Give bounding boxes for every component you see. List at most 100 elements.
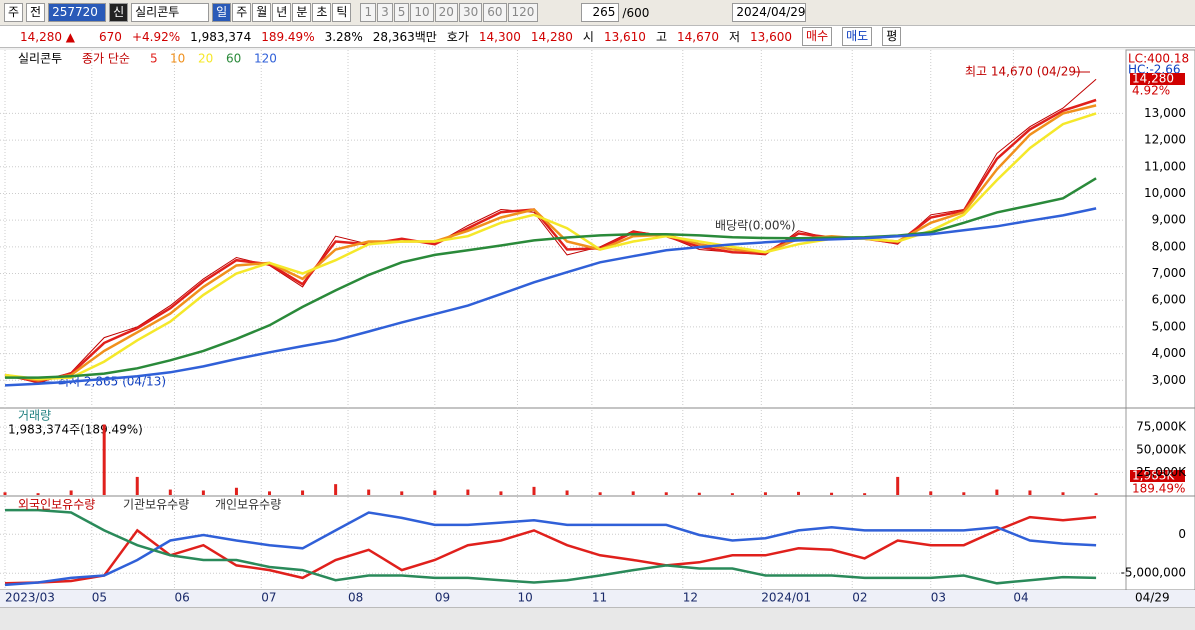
code-input[interactable]: 257720 bbox=[48, 3, 107, 22]
interval-buttons: 1 3 5 10 20 30 60 120 bbox=[360, 3, 539, 22]
x-tick-label: 04 bbox=[1013, 591, 1028, 605]
legend-label: 종가 단순 bbox=[82, 52, 130, 66]
period-button[interactable]: 일 bbox=[212, 3, 232, 22]
last-label: 14,280 bbox=[1132, 72, 1174, 86]
high-annotation: 최고 14,670 (04/29) bbox=[965, 65, 1081, 79]
volume-rate: 189.49% bbox=[261, 29, 315, 44]
legend-entry: 120 bbox=[254, 52, 277, 66]
volume: 1,983,374 bbox=[190, 29, 252, 44]
open: 13,610 bbox=[603, 29, 646, 44]
volume-bar bbox=[36, 493, 40, 495]
x-tick-label: 07 bbox=[261, 591, 276, 605]
interval-button[interactable]: 60 bbox=[483, 3, 507, 22]
info-bar: 14,280 ▲ 670 +4.92% 1,983,374 189.49% 3.… bbox=[0, 26, 1195, 48]
date-input[interactable]: 2024/04/29 bbox=[732, 3, 807, 22]
period-button[interactable]: 월 bbox=[252, 3, 272, 22]
y-tick-label: -5,000,000 bbox=[1121, 566, 1186, 580]
ask: 14,300 bbox=[478, 29, 521, 44]
y-tick-label: 8,000 bbox=[1152, 239, 1186, 253]
interval-button[interactable]: 120 bbox=[507, 3, 539, 22]
volume-bar bbox=[730, 493, 734, 495]
tag: 신 bbox=[109, 3, 129, 22]
volume-bar bbox=[532, 486, 536, 495]
volume-bar bbox=[664, 492, 668, 495]
volume-bar bbox=[697, 492, 701, 495]
x-tick-label: 03 bbox=[931, 591, 946, 605]
volume-bar bbox=[3, 492, 7, 495]
bid: 14,280 bbox=[530, 29, 573, 44]
last-box bbox=[1130, 470, 1185, 482]
legend-entry: 20 bbox=[198, 52, 213, 66]
legend-entry: 10 bbox=[170, 52, 185, 66]
volume-bar bbox=[962, 492, 966, 495]
turnover: 3.28% bbox=[324, 29, 363, 44]
volume-subtitle: 1,983,374주(189.49%) bbox=[8, 423, 143, 437]
volume-bar bbox=[69, 490, 73, 495]
market-select[interactable]: 주 bbox=[4, 3, 24, 22]
buy-button[interactable]: 매수 bbox=[802, 27, 833, 46]
volume-bar bbox=[102, 424, 106, 495]
legend-entry: 기관보유수량 bbox=[123, 498, 189, 512]
count-max: /600 bbox=[622, 5, 650, 20]
end-label: 04/29 bbox=[1135, 591, 1170, 605]
volume-bar bbox=[433, 490, 437, 495]
amount: 28,363백만 bbox=[372, 30, 437, 44]
scrollbar[interactable] bbox=[0, 607, 1195, 630]
x-axis-bg bbox=[0, 590, 1195, 607]
lc-label: LC:400.18 bbox=[1128, 52, 1189, 66]
volume-bar bbox=[598, 492, 602, 495]
high-label: 고 bbox=[655, 30, 667, 44]
volume-rate-label: 189.49% bbox=[1132, 482, 1185, 496]
volume-title: 거래량 bbox=[18, 409, 51, 423]
x-tick-label: 2024/01 bbox=[761, 591, 811, 605]
x-tick-label: 2023/03 bbox=[5, 591, 55, 605]
count-input[interactable]: 265 bbox=[581, 3, 620, 22]
series-line bbox=[4, 515, 1097, 585]
y-tick-label: 13,000 bbox=[1144, 106, 1186, 120]
y-tick-label: 12,000 bbox=[1144, 133, 1186, 147]
series-line bbox=[4, 207, 1097, 387]
y-tick-label: 50,000K bbox=[1136, 442, 1187, 456]
x-tick-label: 09 bbox=[435, 591, 450, 605]
volume-bar bbox=[565, 490, 569, 495]
low-annotation: 최저 2,865 (04/13) bbox=[58, 375, 166, 389]
volume-bar bbox=[400, 491, 404, 495]
volume-bar bbox=[499, 491, 503, 495]
y-tick-label: 3,000 bbox=[1152, 373, 1186, 387]
interval-button[interactable]: 5 bbox=[393, 3, 410, 22]
eval-button[interactable]: 평 bbox=[882, 27, 902, 46]
legend-entry: 60 bbox=[226, 52, 241, 66]
period-button[interactable]: 분 bbox=[292, 3, 312, 22]
chart-bg bbox=[0, 50, 1195, 607]
low-label: 저 bbox=[728, 30, 741, 44]
interval-button[interactable]: 3 bbox=[377, 3, 393, 22]
price-title: 실리콘투 bbox=[18, 52, 62, 66]
interval-button[interactable]: 30 bbox=[458, 3, 483, 22]
stock-name: 실리콘투 bbox=[131, 3, 210, 22]
volume-bar bbox=[896, 476, 900, 495]
x-tick-label: 12 bbox=[683, 591, 698, 605]
interval-button[interactable]: 1 bbox=[360, 3, 377, 22]
x-tick-label: 11 bbox=[592, 591, 607, 605]
period-button[interactable]: 초 bbox=[312, 3, 332, 22]
interval-button[interactable]: 20 bbox=[434, 3, 458, 22]
volume-bar bbox=[763, 492, 767, 495]
price: 14,280 ▲ bbox=[20, 29, 76, 44]
sell-button[interactable]: 매도 bbox=[842, 27, 873, 46]
mode-select[interactable]: 전 bbox=[26, 3, 46, 22]
volume-bar bbox=[168, 489, 172, 495]
last-box bbox=[1130, 73, 1185, 85]
change: 670 bbox=[99, 29, 122, 44]
period-button[interactable]: 주 bbox=[232, 3, 252, 22]
open-label: 시 bbox=[582, 30, 594, 44]
x-tick-label: 10 bbox=[517, 591, 532, 605]
period-button[interactable]: 년 bbox=[272, 3, 292, 22]
volume-bar bbox=[631, 491, 635, 495]
interval-button[interactable]: 10 bbox=[410, 3, 434, 22]
x-tick-label: 08 bbox=[348, 591, 363, 605]
period-button[interactable]: 틱 bbox=[332, 3, 352, 22]
volume-bar bbox=[830, 492, 834, 495]
series-line bbox=[4, 104, 1097, 382]
